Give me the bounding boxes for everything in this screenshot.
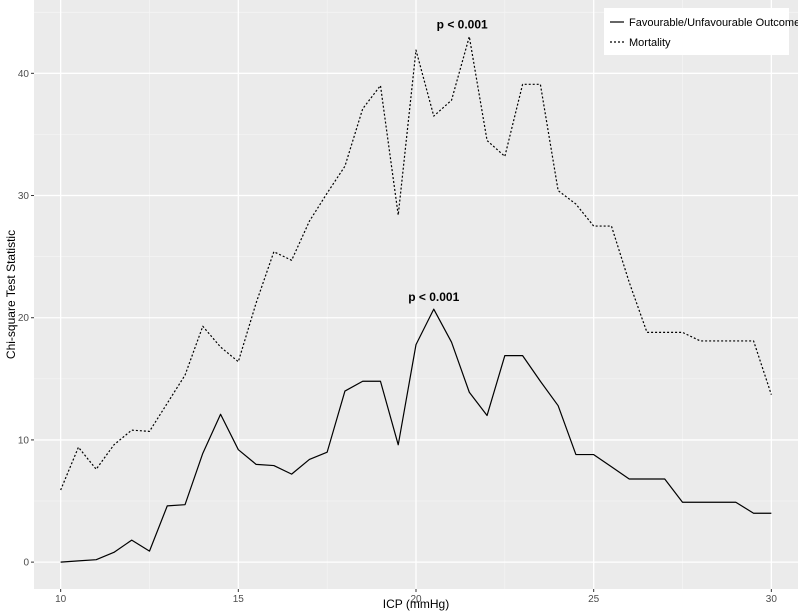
legend-box <box>604 8 789 55</box>
series-line-outcome <box>60 308 772 563</box>
x-tick-label: 30 <box>766 594 778 605</box>
y-tick-label: 10 <box>18 435 30 446</box>
y-tick-label: 40 <box>18 69 30 80</box>
annotations: p < 0.001 p < 0.001 <box>408 18 488 305</box>
x-tick-label: 15 <box>233 594 245 605</box>
series-line-mortality <box>60 36 772 491</box>
legend: Favourable/Unfavourable Outcome Mortalit… <box>604 8 798 55</box>
annotation-label: p < 0.001 <box>437 18 488 32</box>
grid-major <box>34 0 798 589</box>
y-axis-ticks: 0 10 20 30 40 <box>18 69 34 569</box>
y-tick-label: 30 <box>18 191 30 202</box>
y-axis-label: Chi-square Test Statistic <box>4 230 18 359</box>
x-tick-label: 20 <box>410 594 422 605</box>
x-axis-label: ICP (mmHg) <box>383 597 449 611</box>
annotation-label: p < 0.001 <box>408 290 459 304</box>
x-axis-ticks: 10 15 20 25 30 <box>55 589 777 605</box>
x-tick-label: 25 <box>588 594 600 605</box>
y-tick-label: 20 <box>18 313 30 324</box>
legend-label-mortality: Mortality <box>629 37 671 49</box>
y-tick-label: 0 <box>23 558 29 569</box>
series-layer <box>60 36 772 563</box>
x-tick-label: 10 <box>55 594 67 605</box>
legend-label-outcome: Favourable/Unfavourable Outcome <box>629 17 798 29</box>
